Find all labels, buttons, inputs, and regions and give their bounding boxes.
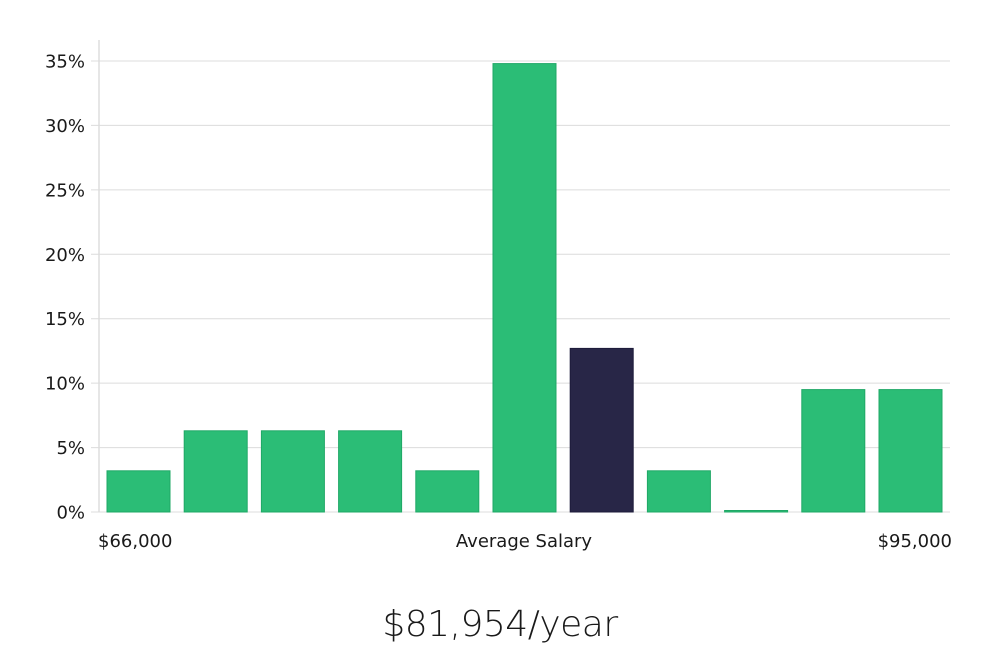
bar-average-salary	[569, 347, 634, 513]
y-tick-label: 5%	[56, 438, 85, 459]
bar	[106, 470, 171, 513]
bar	[183, 430, 248, 513]
y-tick-label: 15%	[45, 309, 85, 330]
bar	[646, 470, 711, 513]
bar	[724, 510, 789, 513]
y-tick-label: 30%	[45, 116, 85, 137]
y-axis: 0% 5% 10% 15% 20% 25% 30% 35%	[45, 52, 85, 524]
bar	[492, 63, 557, 513]
bar	[801, 389, 866, 513]
y-tick-label: 0%	[56, 503, 85, 524]
y-tick-label: 20%	[45, 245, 85, 266]
bar	[415, 470, 480, 513]
bar	[260, 430, 325, 513]
salary-histogram: 0% 5% 10% 15% 20% 25% 30% 35% $66,000 Average S…	[45, 40, 952, 552]
x-center-label: Average Salary	[456, 531, 593, 552]
bar	[878, 389, 943, 513]
y-tick-label: 10%	[45, 374, 85, 395]
x-min-label: $66,000	[98, 531, 172, 552]
bars	[106, 63, 943, 513]
y-tick-label: 35%	[45, 52, 85, 73]
average-salary-value: $81,954/year	[382, 604, 618, 645]
bar	[338, 430, 403, 513]
y-tick-label: 25%	[45, 180, 85, 201]
x-max-label: $95,000	[878, 531, 952, 552]
